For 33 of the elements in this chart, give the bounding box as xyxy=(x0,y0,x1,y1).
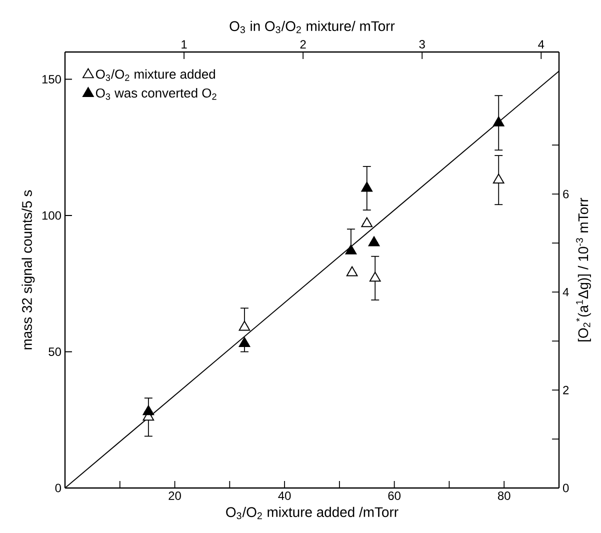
x-axis-title: O$_{3}$/O$_{2}$ mixture added /mTorr xyxy=(226,506,398,520)
x2-axis-title: O$_{3}$ in O$_{3}$/O$_{2}$ mixture/ mTorr xyxy=(230,20,395,34)
legend-label: O$_{3}$ was converted O$_{2}$ xyxy=(96,88,216,100)
y-tick-label: 0 xyxy=(55,484,62,492)
y2-tick-label: 4 xyxy=(562,288,569,296)
y2-axis-title: [O$_{2}$$^{*}$(a$^{1}$Δg)] / 10$^{-3}$ mTorr xyxy=(576,198,591,342)
x-tick-label: 60 xyxy=(388,492,401,500)
point xyxy=(346,266,358,276)
point xyxy=(361,217,373,228)
x-tick-label: 20 xyxy=(168,492,181,500)
point xyxy=(238,337,250,348)
x2-tick-label: 4 xyxy=(538,40,544,48)
x2-tick-label: 3 xyxy=(419,40,425,48)
point xyxy=(361,182,373,192)
y-tick-label: 50 xyxy=(48,348,62,356)
x-tick-label: 80 xyxy=(498,492,510,500)
y2-tick-label: 0 xyxy=(562,484,569,492)
point xyxy=(238,320,250,331)
y2-tick-label: 6 xyxy=(563,190,569,198)
point xyxy=(368,236,380,246)
y2-tick-label: 2 xyxy=(563,386,569,394)
y-tick-label: 100 xyxy=(42,211,62,220)
point xyxy=(369,272,381,282)
x2-tick-label: 2 xyxy=(300,40,306,48)
x-tick-label: 40 xyxy=(278,492,291,500)
x2-tick-label: 1 xyxy=(182,40,187,48)
point xyxy=(492,174,504,184)
point xyxy=(492,116,504,126)
point xyxy=(142,405,154,416)
legend-label: O$_{3}$/O$_{2}$ mixture added xyxy=(96,69,215,81)
point xyxy=(345,244,357,254)
y-tick-label: 150 xyxy=(42,75,62,84)
y-axis-title: mass 32 signal counts/5 s xyxy=(22,190,35,350)
